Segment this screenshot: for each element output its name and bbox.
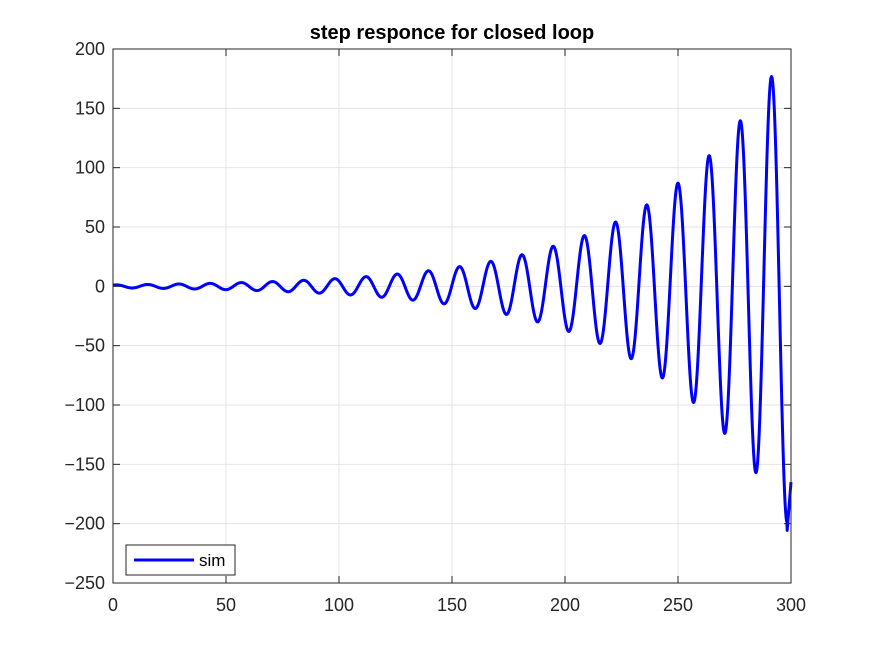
x-tick-label: 250: [663, 595, 693, 615]
y-tick-label: 100: [75, 158, 105, 178]
y-tick-label: −150: [64, 454, 105, 474]
grid-lines: [113, 49, 791, 583]
series-layer: [111, 75, 793, 532]
y-tick-label: −250: [64, 573, 105, 593]
legend-entry-label: sim: [199, 551, 225, 570]
x-tick-label: 300: [776, 595, 806, 615]
series-line-sim: [111, 75, 793, 532]
y-tick-label: −200: [64, 514, 105, 534]
x-tick-label: 50: [216, 595, 236, 615]
x-tick-label: 100: [324, 595, 354, 615]
x-tick-label: 200: [550, 595, 580, 615]
y-tick-labels: −250 −200 −150 −100 −50 0 50 100 150 200: [64, 39, 105, 593]
x-tick-labels: 0 50 100 150 200 250 300: [108, 595, 806, 615]
x-tick-label: 150: [437, 595, 467, 615]
y-tick-label: 200: [75, 39, 105, 59]
y-tick-label: −100: [64, 395, 105, 415]
y-tick-label: −50: [74, 336, 105, 356]
y-tick-label: 0: [95, 276, 105, 296]
y-tick-label: 150: [75, 98, 105, 118]
legend: sim: [125, 544, 236, 576]
chart-title: step responce for closed loop: [310, 22, 595, 44]
x-tick-label: 0: [108, 595, 118, 615]
y-tick-label: 50: [85, 217, 105, 237]
tick-marks: [112, 48, 792, 584]
